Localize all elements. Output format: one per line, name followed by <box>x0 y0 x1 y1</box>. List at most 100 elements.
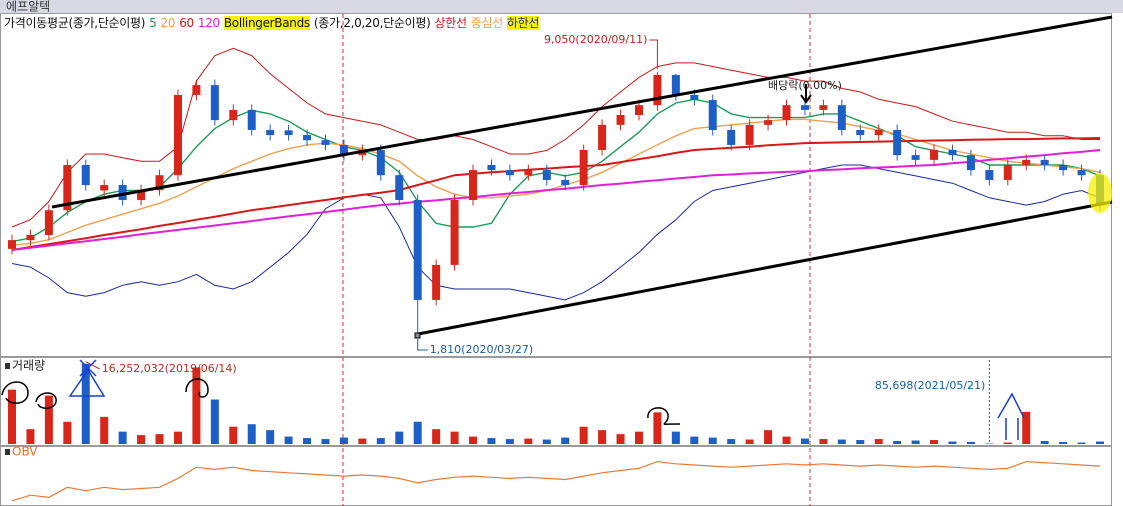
candle-body <box>653 74 662 106</box>
dividend-label: 배당락(0.00%) <box>768 79 842 92</box>
legend-entry: 20 <box>160 16 176 30</box>
volume-bar <box>100 416 109 444</box>
candle-body <box>579 150 588 186</box>
candle-body <box>137 190 146 200</box>
hand-mark <box>68 359 106 397</box>
candle-body <box>561 179 570 186</box>
candle-body <box>487 164 496 171</box>
volume-bar <box>911 440 920 444</box>
volume-bar <box>44 395 53 444</box>
label-leader <box>649 39 658 69</box>
volume-bar <box>1040 441 1049 444</box>
legend-entry: 가격이동평균(종가,단순이평) <box>4 16 146 30</box>
volume-bar <box>358 438 367 444</box>
volume-bar <box>321 439 330 444</box>
candle-body <box>192 85 201 95</box>
legend-entry: 상한선 <box>434 16 467 30</box>
volume-bar <box>247 424 256 444</box>
candle-body <box>284 130 293 136</box>
candle-body <box>524 170 533 176</box>
candle-body <box>837 105 846 130</box>
legend-entry: 60 <box>179 16 194 30</box>
volume-bar <box>653 412 662 444</box>
legend-entry: 하한선 <box>506 16 540 30</box>
pane-icon <box>5 449 10 455</box>
volume-bar <box>948 441 957 444</box>
price-pane <box>0 13 1112 357</box>
candle-body <box>26 235 35 241</box>
legend: 가격이동평균(종가,단순이평) 5 20 60 120 BollingerBands (종가… <box>4 14 543 31</box>
volume-bar <box>1096 441 1104 444</box>
bollinger-lower <box>11 164 1101 301</box>
volume-bar <box>376 438 385 444</box>
candle-body <box>100 185 109 191</box>
legend-entry: 120 <box>197 16 220 30</box>
label-leader <box>417 339 428 351</box>
volume-bar <box>782 436 791 444</box>
volume-bar <box>26 429 35 444</box>
trend-line <box>417 200 1113 336</box>
volume-bar <box>487 438 496 444</box>
candle-body <box>469 170 478 200</box>
volume-bar <box>1022 411 1031 444</box>
candle-body <box>616 115 625 125</box>
candle-body <box>81 164 90 186</box>
candle-body <box>229 109 238 121</box>
volume-bar <box>505 439 514 444</box>
candle-body <box>321 140 330 145</box>
volume-bar <box>8 389 16 444</box>
candle-body <box>800 105 809 110</box>
candle-body <box>1077 170 1086 176</box>
candle-body <box>173 94 182 176</box>
candle-body <box>247 109 256 130</box>
candle-body <box>1022 159 1031 165</box>
candle-body <box>911 155 920 160</box>
moving-average <box>11 137 1101 251</box>
candle-body <box>210 85 219 121</box>
hand-circle <box>647 407 681 425</box>
volume-bar <box>155 434 164 444</box>
volume-bar <box>893 441 902 444</box>
volume-bar <box>634 431 643 444</box>
plot-area: 9,050(2020/09/11) 1,810(2020/03/27) 16,252… <box>8 33 1104 502</box>
candle-body <box>708 100 717 130</box>
volume-bar <box>561 437 570 444</box>
volume-bar <box>395 431 404 444</box>
candle-body <box>930 150 939 160</box>
volume-bar <box>450 431 459 444</box>
volume-bar <box>118 431 127 444</box>
hand-circle <box>35 392 57 409</box>
moving-average <box>11 149 1101 251</box>
title-bar <box>0 0 1123 13</box>
candle-body <box>782 105 791 121</box>
candle-body <box>985 170 994 180</box>
candle-body <box>819 105 828 110</box>
hand-annotations <box>1 15 1113 440</box>
candle-body <box>395 175 404 200</box>
volume-bar <box>616 434 625 444</box>
candle-body <box>44 210 53 236</box>
volume-bar <box>303 438 312 444</box>
volume-bar <box>210 399 219 444</box>
moving-average <box>11 98 1101 243</box>
volume-bar <box>671 431 680 444</box>
volume-bar <box>81 363 90 444</box>
volume-bar <box>469 436 478 444</box>
hand-circle <box>185 378 209 398</box>
volume-bar <box>800 438 809 444</box>
volume-bar <box>985 443 994 445</box>
candle-body <box>634 105 643 116</box>
low-label: 1,810(2020/03/27) <box>430 343 533 356</box>
candle-body <box>948 150 957 156</box>
hand-arrow <box>997 392 1025 440</box>
candle-body <box>542 170 551 180</box>
candle-body <box>339 144 348 156</box>
volume-bar <box>579 426 588 444</box>
volume-bar <box>727 439 736 444</box>
volume-bar <box>137 435 146 444</box>
volume-bar <box>856 440 865 444</box>
candle-body <box>893 129 902 156</box>
legend-entry: BollingerBands <box>223 16 310 30</box>
